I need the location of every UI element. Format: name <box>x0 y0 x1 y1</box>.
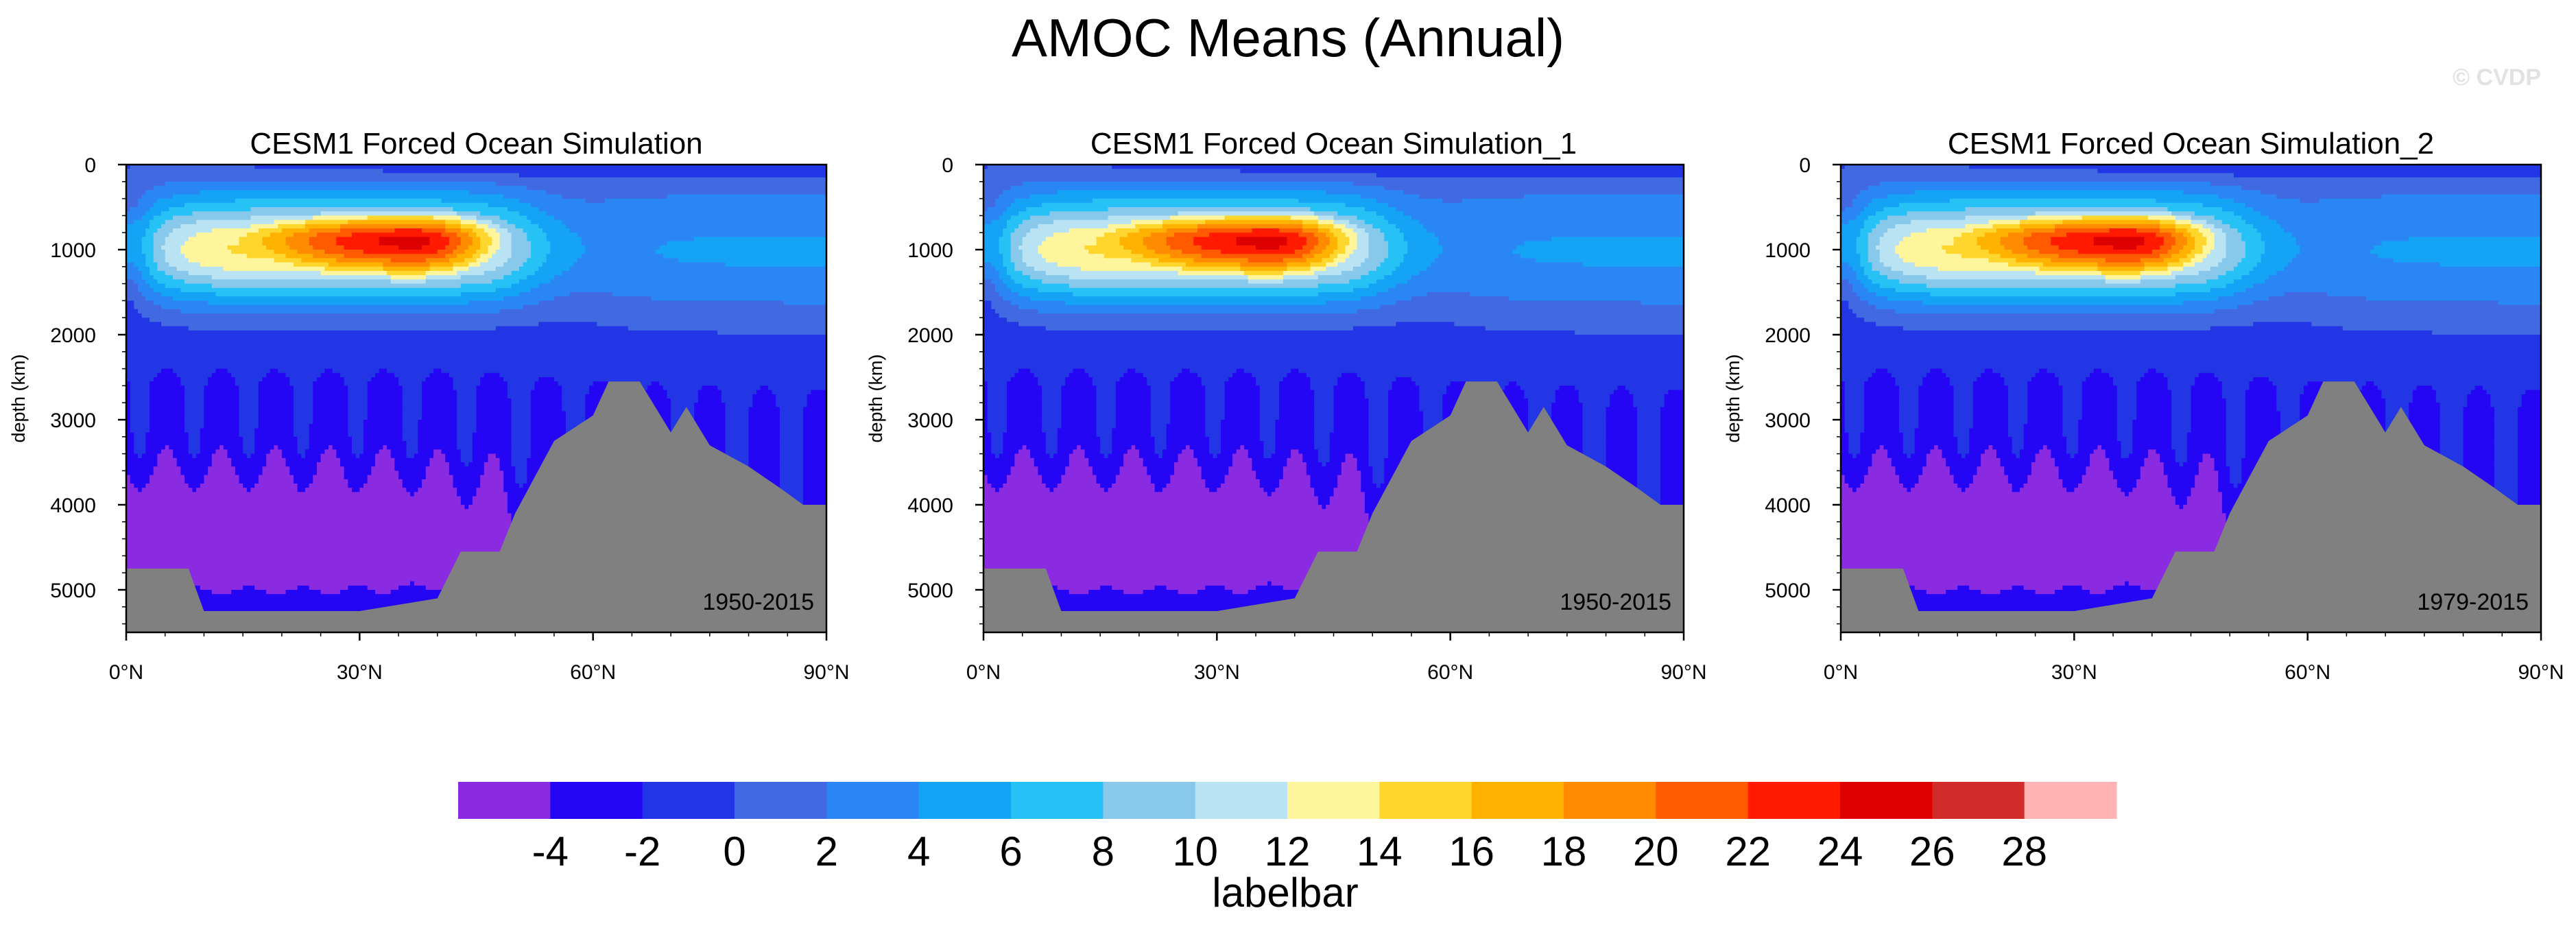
panels-group: CESM1 Forced Ocean Simulation 0 1000 2000 30… <box>8 127 2564 684</box>
labelbar-tick-label: 24 <box>1817 828 1863 874</box>
labelbar-tick-label: -2 <box>624 828 660 874</box>
y-axis-label: depth (km) <box>866 354 886 442</box>
labelbar-box <box>918 782 1012 819</box>
labelbar-box <box>1471 782 1564 819</box>
y-tick-label: 3000 <box>907 409 953 432</box>
bathymetry-land <box>126 381 826 632</box>
y-tick-label: 1000 <box>1765 239 1811 262</box>
labelbar-box <box>1195 782 1288 819</box>
labelbar-tick-label: -4 <box>532 828 569 874</box>
labelbar-box <box>826 782 920 819</box>
y-tick-label: 4000 <box>50 494 96 517</box>
x-tick-label: 0°N <box>109 661 143 684</box>
x-tick-label: 30°N <box>337 661 383 684</box>
x-tick-label: 0°N <box>1824 661 1858 684</box>
labelbar-box <box>642 782 735 819</box>
labelbar-box <box>1932 782 2025 819</box>
x-tick-label: 60°N <box>570 661 616 684</box>
labelbar-box <box>735 782 827 819</box>
y-tick-label: 0 <box>1799 154 1811 177</box>
y-tick-label: 5000 <box>907 580 953 602</box>
y-tick-label: 2000 <box>1765 324 1811 347</box>
period-label: 1979-2015 <box>2417 589 2529 615</box>
y-tick-label: 3000 <box>1765 409 1811 432</box>
contour-field <box>1841 165 2541 632</box>
labelbar-tick-label: 10 <box>1172 828 1218 874</box>
x-tick-label: 30°N <box>1194 661 1240 684</box>
labelbar-title: labelbar <box>1212 870 1359 916</box>
y-tick-label: 0 <box>942 154 953 177</box>
x-tick-label: 90°N <box>1660 661 1706 684</box>
labelbar-box <box>1748 782 1841 819</box>
labelbar-tick-label: 0 <box>723 828 746 874</box>
labelbar-tick-label: 20 <box>1633 828 1679 874</box>
y-tick-label: 5000 <box>50 580 96 602</box>
labelbar-tick-label: 2 <box>815 828 838 874</box>
panel-title: CESM1 Forced Ocean Simulation_2 <box>1948 127 2434 160</box>
labelbar-box <box>458 782 551 819</box>
y-axis-label: depth (km) <box>8 354 29 442</box>
y-tick-label: 1000 <box>50 239 96 262</box>
y-tick-label: 0 <box>84 154 96 177</box>
y-tick-label: 4000 <box>1765 494 1811 517</box>
x-tick-label: 90°N <box>2518 661 2564 684</box>
y-tick-label: 5000 <box>1765 580 1811 602</box>
period-label: 1950-2015 <box>702 589 814 615</box>
labelbar-box <box>1656 782 1749 819</box>
y-tick-label: 2000 <box>50 324 96 347</box>
x-tick-label: 60°N <box>1427 661 1473 684</box>
y-tick-label: 1000 <box>907 239 953 262</box>
x-tick-label: 30°N <box>2051 661 2097 684</box>
labelbar-tick-label: 18 <box>1541 828 1587 874</box>
labelbar-tick-label: 8 <box>1092 828 1114 874</box>
labelbar-tick-label: 14 <box>1357 828 1403 874</box>
x-tick-label: 60°N <box>2285 661 2330 684</box>
panel-1: CESM1 Forced Ocean Simulation 0 1000 2000 30… <box>8 127 850 684</box>
x-tick-label: 90°N <box>803 661 849 684</box>
labelbar-box <box>1287 782 1380 819</box>
labelbar-tick-label: 28 <box>2001 828 2047 874</box>
bathymetry-land <box>983 381 1684 632</box>
labelbar-box <box>1011 782 1104 819</box>
panel-title: CESM1 Forced Ocean Simulation_1 <box>1090 127 1577 160</box>
panel-2: CESM1 Forced Ocean Simulation_1 0 1000 2000… <box>866 127 1707 684</box>
labelbar-box <box>1564 782 1656 819</box>
labelbar-box <box>1840 782 1933 819</box>
panel-title: CESM1 Forced Ocean Simulation <box>250 127 702 160</box>
labelbar-tick-label: 12 <box>1265 828 1311 874</box>
copyright-text: © CVDP <box>2453 64 2541 91</box>
period-label: 1950-2015 <box>1560 589 1671 615</box>
labelbar-box <box>1379 782 1472 819</box>
y-tick-label: 2000 <box>907 324 953 347</box>
labelbar-tick-label: 16 <box>1448 828 1494 874</box>
bathymetry-land <box>1841 381 2541 632</box>
labelbar-tick-label: 6 <box>999 828 1022 874</box>
figure-title: AMOC Means (Annual) <box>1012 8 1564 68</box>
labelbar-box <box>550 782 643 819</box>
y-tick-label: 4000 <box>907 494 953 517</box>
panel-3: CESM1 Forced Ocean Simulation_2 0 1000 2000… <box>1723 127 2564 684</box>
labelbar-box <box>1103 782 1196 819</box>
y-tick-label: 3000 <box>50 409 96 432</box>
labelbar-tick-label: 26 <box>1909 828 1955 874</box>
contour-field <box>983 165 1684 632</box>
labelbar-box <box>2024 782 2117 819</box>
y-axis-label: depth (km) <box>1723 354 1743 442</box>
labelbar-tick-label: 22 <box>1725 828 1771 874</box>
labelbar-tick-label: 4 <box>907 828 930 874</box>
contour-field <box>126 165 826 632</box>
x-tick-label: 0°N <box>966 661 1001 684</box>
